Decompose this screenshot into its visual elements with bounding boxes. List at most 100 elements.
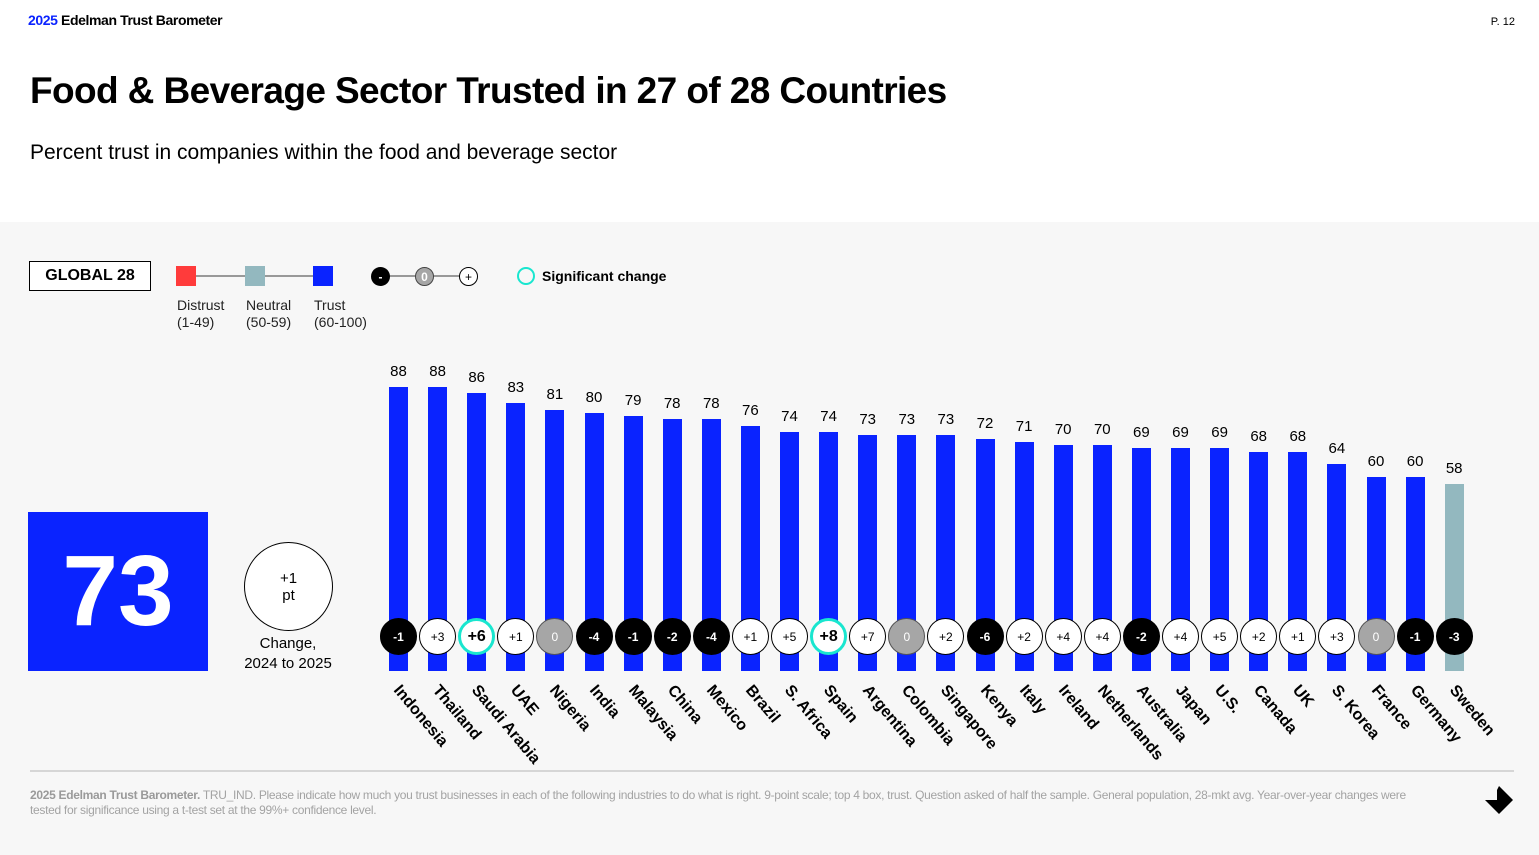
significant-change-icon <box>517 267 535 285</box>
footer-source-text: TRU_IND. Please indicate how much you tr… <box>30 788 1406 817</box>
legend-positive-icon: + <box>459 267 478 286</box>
bar-argentina <box>858 435 878 671</box>
change-badge: +1 <box>497 618 535 655</box>
bar-value-label: 68 <box>1250 427 1268 445</box>
significant-change-label: Significant change <box>542 268 667 284</box>
bar-uae <box>506 403 526 671</box>
bar-china <box>662 419 682 671</box>
bar-value-label: 80 <box>585 388 603 406</box>
change-badge: +1 <box>1279 618 1317 655</box>
footer-source-note: 2025 Edelman Trust Barometer. TRU_IND. P… <box>30 788 1430 818</box>
bar-australia <box>1131 448 1151 671</box>
chart-panel <box>0 222 1539 855</box>
bar-value-label: 64 <box>1328 440 1346 458</box>
bar-italy <box>1014 441 1034 671</box>
legend-trust-name: Trust <box>314 297 346 313</box>
next-page-arrow-icon[interactable] <box>1483 784 1515 816</box>
change-badge: +3 <box>1318 618 1356 655</box>
global-change-unit: pt <box>282 586 295 604</box>
bar-value-label: 68 <box>1289 427 1307 445</box>
bar-mexico <box>701 419 721 671</box>
change-badge: -1 <box>380 618 417 655</box>
legend-trust-range: (60-100) <box>314 314 367 330</box>
change-badge: +8 <box>810 618 848 655</box>
bar-kenya <box>975 438 995 671</box>
bar-u-s <box>1210 448 1230 671</box>
change-badge: +4 <box>1044 618 1082 655</box>
bar-japan <box>1171 448 1190 671</box>
brand-name: Edelman Trust Barometer <box>61 12 223 28</box>
legend-trust-label: Trust (60-100) <box>314 297 367 331</box>
bar-value-label: 88 <box>390 363 407 380</box>
bar-value-label: 71 <box>1015 417 1033 435</box>
legend-distrust-label: Distrust (1-49) <box>177 297 224 331</box>
bar-value-label: 76 <box>742 401 759 419</box>
bar-value-label: 69 <box>1172 424 1189 442</box>
bar-value-label: 72 <box>976 414 994 432</box>
legend-neutral-name: Neutral <box>246 297 292 313</box>
change-badge: 0 <box>1357 618 1395 655</box>
change-badge: -4 <box>575 618 613 655</box>
global-change-label: Change, 2024 to 2025 <box>228 634 348 674</box>
global-28-label: GLOBAL 28 <box>29 261 151 291</box>
legend-neutral-range: (50-59) <box>246 314 292 330</box>
bar-value-label: 73 <box>937 411 955 429</box>
bar-value-label: 60 <box>1367 453 1385 471</box>
bar-s-africa <box>780 432 799 671</box>
legend-trust-swatch <box>313 266 333 286</box>
global-change-label-line2: 2024 to 2025 <box>244 655 332 672</box>
legend-neutral-label: Neutral (50-59) <box>246 297 291 331</box>
bar-value-label: 69 <box>1133 424 1150 442</box>
bar-value-label: 83 <box>507 379 525 397</box>
bar-indonesia <box>389 387 408 671</box>
bar-value-label: 78 <box>663 395 681 413</box>
bar-value-label: 73 <box>859 411 877 429</box>
change-badge: -2 <box>653 618 691 655</box>
change-badge: +5 <box>1201 618 1239 655</box>
global-trust-value: 73 <box>28 512 208 671</box>
bar-value-label: 70 <box>1093 421 1111 439</box>
bar-brazil <box>740 425 760 671</box>
legend-distrust-range: (1-49) <box>177 314 215 330</box>
global-change-label-line1: Change, <box>259 635 317 652</box>
bar-value-label: 70 <box>1054 421 1072 439</box>
bar-uk <box>1288 451 1308 671</box>
change-badge: +4 <box>1162 618 1199 655</box>
bar-spain <box>819 432 839 671</box>
bar-value-label: 79 <box>624 392 642 410</box>
change-badge: +2 <box>927 618 965 655</box>
bar-value-label: 73 <box>898 411 916 429</box>
change-badge: -2 <box>1122 618 1160 655</box>
header-area: 2025 Edelman Trust Barometer P. 12 Food … <box>0 0 1539 222</box>
global-change-badge: +1 pt <box>244 542 333 631</box>
footer-source-bold: 2025 Edelman Trust Barometer. <box>30 788 201 802</box>
bar-value-label: 58 <box>1445 459 1463 477</box>
change-badge: 0 <box>536 618 574 655</box>
bar-value-label: 81 <box>546 385 564 403</box>
page-title: Food & Beverage Sector Trusted in 27 of … <box>30 70 947 111</box>
change-badge: -1 <box>1396 618 1434 655</box>
bar-value-label: 74 <box>820 408 837 426</box>
change-badge: -3 <box>1435 618 1473 655</box>
bar-netherlands <box>1092 445 1112 671</box>
change-badge: -4 <box>692 618 730 655</box>
legend-negative-icon: - <box>371 267 390 286</box>
bar-canada <box>1249 451 1269 671</box>
page-subtitle: Percent trust in companies within the fo… <box>30 141 618 164</box>
bar-value-label: 78 <box>702 395 720 413</box>
bar-value-label: 74 <box>781 408 798 426</box>
bar-saudi-arabia <box>467 393 487 671</box>
legend-distrust-swatch <box>176 266 196 286</box>
change-badge: +7 <box>849 618 887 655</box>
bar-nigeria <box>545 409 565 671</box>
bar-value-label: 86 <box>468 369 486 387</box>
bar-india <box>584 412 604 671</box>
bar-value-label: 60 <box>1406 453 1424 471</box>
bar-value-label: 88 <box>429 363 446 380</box>
brand-year: 2025 <box>28 12 58 28</box>
bar-ireland <box>1053 445 1073 671</box>
change-badge: -1 <box>614 618 652 655</box>
footer-divider <box>30 770 1514 772</box>
change-badge: +2 <box>1005 618 1043 655</box>
bar-value-label: 69 <box>1211 424 1228 442</box>
